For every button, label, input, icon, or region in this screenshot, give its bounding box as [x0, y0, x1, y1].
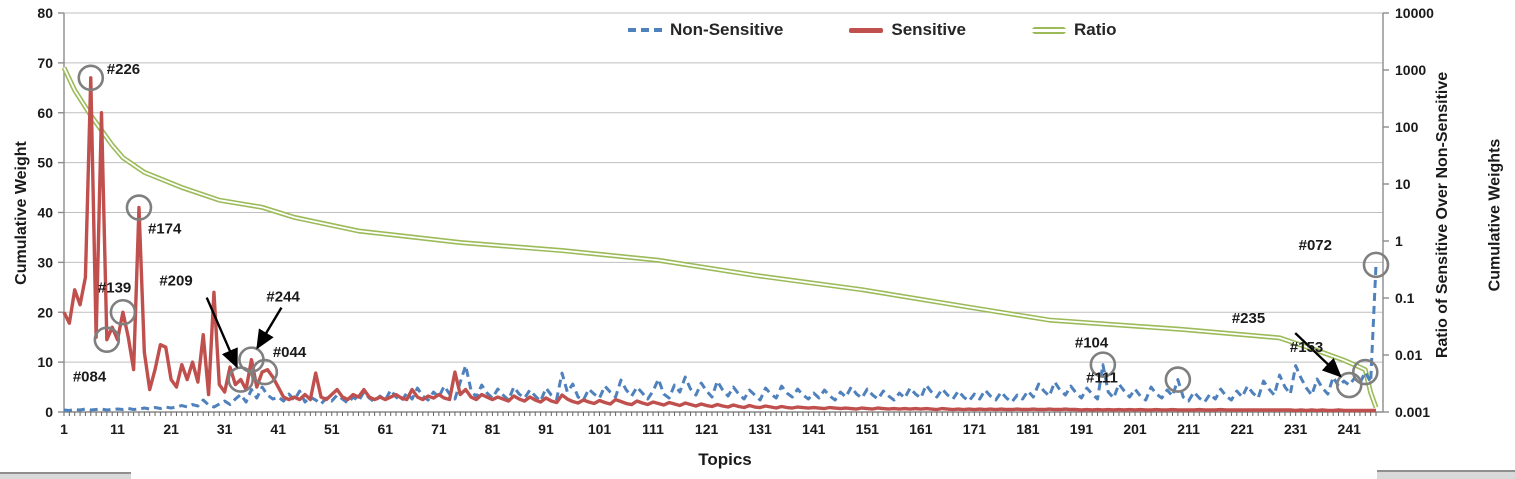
x-tick-label: 161: [909, 421, 933, 437]
y-left-tick-label: 0: [45, 404, 53, 420]
sensitive-line-icon: [849, 27, 884, 33]
annotation-circle-044: [251, 358, 279, 386]
annotation-label-084: #084: [73, 369, 107, 386]
y-left-tick-label: 10: [37, 354, 53, 370]
annotation-arrow-244: [256, 307, 283, 350]
legend-label-non-sensitive: Non-Sensitive: [670, 20, 784, 39]
annotation-arrow-209: [205, 297, 238, 369]
annotation-circle-226: [77, 64, 105, 92]
annotation-circle-153: [1351, 358, 1379, 386]
annotation-label-072: #072: [1299, 237, 1332, 254]
legend-label-ratio: Ratio: [1074, 20, 1117, 39]
x-tick-label: 201: [1123, 421, 1147, 437]
x-tick-label: 51: [324, 421, 340, 437]
y-axis-title-left: Cumulative Weight: [13, 141, 30, 285]
x-tick-label: 211: [1177, 421, 1200, 437]
x-tick-label: 181: [1016, 421, 1040, 437]
x-tick-label: 141: [802, 421, 826, 437]
x-tick-label: 91: [538, 421, 554, 437]
annotation-circle-111: [1164, 366, 1192, 393]
x-tick-label: 81: [485, 421, 501, 437]
y-right-tick-label: 10: [1395, 176, 1411, 192]
y-left-tick-label: 20: [37, 304, 53, 320]
annotation-circle-174: [125, 194, 153, 221]
x-tick-label: 1: [60, 421, 68, 437]
annotation-arrow-235: [1294, 332, 1342, 378]
annotation-label-235: #235: [1232, 310, 1265, 327]
non-sensitive-line-icon: [628, 28, 662, 32]
x-tick-label: 231: [1284, 421, 1308, 437]
legend: Non-Sensitive Sensitive Ratio: [628, 20, 1117, 40]
x-tick-label: 11: [110, 421, 125, 437]
annotation-label-226: #226: [107, 61, 140, 78]
y-left-tick-label: 60: [37, 105, 53, 121]
window-fragment-bottom-right: [1377, 470, 1515, 479]
y-right-tick-label: 10000: [1395, 5, 1434, 21]
y-axis-title-right-line2: Cumulative Weights: [1486, 138, 1504, 292]
legend-label-sensitive: Sensitive: [891, 20, 967, 39]
x-tick-label: 171: [963, 421, 987, 437]
y-right-tick-label: 0.001: [1395, 404, 1430, 420]
legend-item-non-sensitive: Non-Sensitive: [628, 20, 783, 40]
y-right-tick-label: 0.1: [1395, 290, 1415, 306]
x-tick-label: 191: [1070, 421, 1094, 437]
x-tick-label: 41: [270, 421, 286, 437]
x-tick-label: 121: [695, 421, 719, 437]
y-left-tick-label: 40: [37, 205, 53, 221]
legend-item-sensitive: Sensitive: [849, 20, 966, 40]
x-tick-label: 241: [1338, 421, 1362, 437]
y-right-tick-label: 1000: [1395, 62, 1426, 78]
annotation-circle-235: [1335, 371, 1363, 399]
x-tick-label: 151: [856, 421, 880, 437]
x-tick-label: 21: [163, 421, 179, 437]
x-tick-label: 131: [748, 421, 772, 437]
x-tick-label: 221: [1230, 421, 1254, 437]
x-tick-label: 31: [217, 421, 233, 437]
y-axis-title-right-line1: Ratio of Sensitive Over Non-Sensitive: [1434, 71, 1451, 359]
annotation-label-139: #139: [98, 279, 131, 296]
annotation-label-209: #209: [159, 273, 192, 290]
annotation-circle-084: [93, 326, 121, 353]
annotation-label-044: #044: [273, 344, 307, 361]
annotation-label-174: #174: [148, 221, 182, 238]
y-left-tick-label: 50: [37, 155, 53, 171]
annotation-circle-072: [1362, 251, 1390, 279]
annotation-label-111: #111: [1086, 370, 1118, 387]
y-left-tick-label: 80: [37, 5, 53, 21]
x-tick-label: 61: [378, 421, 394, 437]
x-tick-label: 111: [642, 421, 664, 437]
sensitive-line: [62, 76, 1376, 413]
y-right-tick-label: 0.01: [1395, 347, 1422, 363]
legend-item-ratio: Ratio: [1032, 20, 1117, 40]
annotation-circle-209: [227, 366, 255, 393]
x-tick-label: 71: [431, 421, 447, 437]
ratio-line-icon: [1032, 26, 1067, 34]
x-axis-title: Topics: [698, 450, 752, 469]
annotation-circle-139: [109, 298, 137, 326]
x-tick-label: 101: [588, 421, 612, 437]
annotation-label-244: #244: [266, 289, 300, 306]
non-sensitive-line: [63, 264, 1378, 413]
annotation-label-104: #104: [1075, 335, 1109, 352]
y-left-tick-label: 30: [37, 254, 53, 270]
y-right-tick-label: 100: [1395, 119, 1419, 135]
y-right-tick-label: 1: [1395, 233, 1403, 249]
annotation-label-153: #153: [1290, 339, 1323, 356]
annotation-circle-104: [1089, 351, 1117, 378]
y-left-tick-label: 70: [37, 55, 53, 71]
ratio-line: [61, 66, 1379, 409]
ratio-line-inner: [63, 67, 1377, 408]
window-fragment-bottom-left: [0, 472, 131, 479]
